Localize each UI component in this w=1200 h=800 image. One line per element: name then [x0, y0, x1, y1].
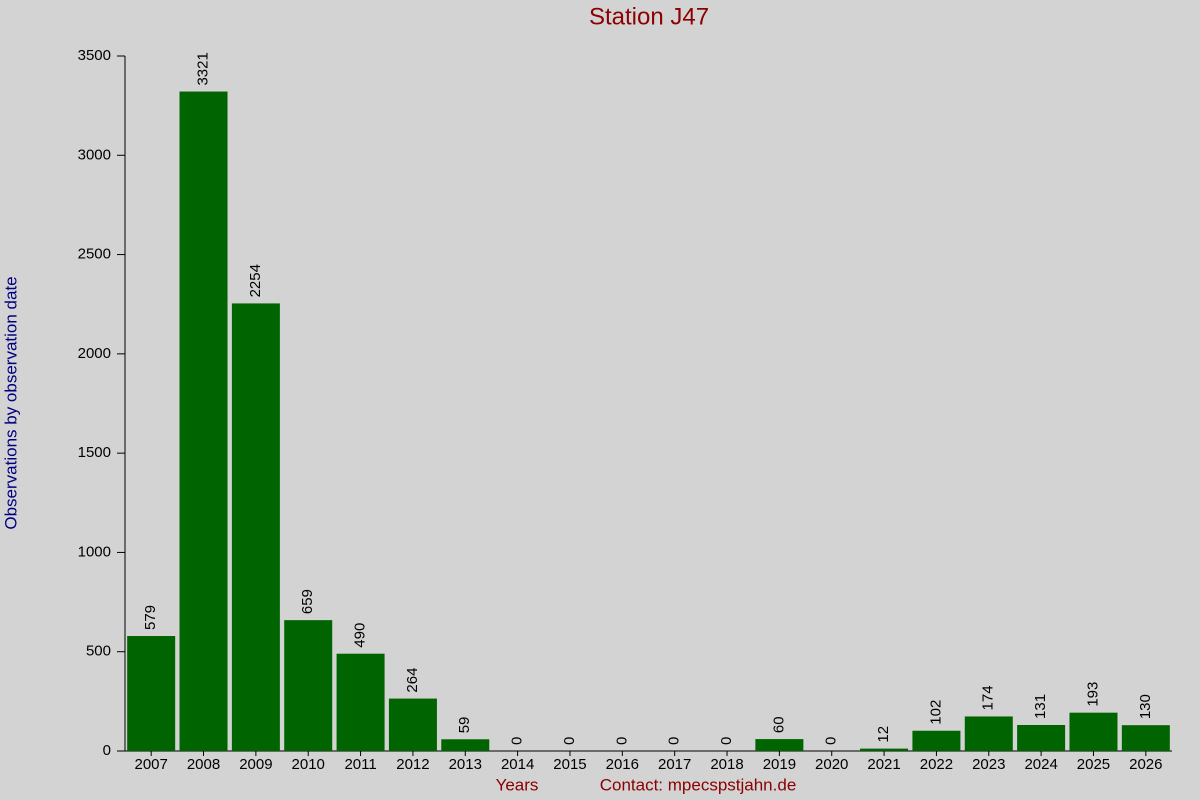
x-tick-label: 2019 [763, 756, 796, 773]
x-tick-label: 2012 [396, 756, 429, 773]
x-axis-label: Years [496, 775, 539, 794]
value-label: 0 [561, 737, 578, 745]
bar [912, 730, 961, 751]
value-label: 59 [456, 717, 473, 734]
x-tick-label: 2010 [292, 756, 325, 773]
y-tick-label: 2000 [78, 345, 111, 362]
x-tick-label: 2020 [815, 756, 848, 773]
bar [964, 716, 1013, 751]
value-label: 0 [613, 737, 630, 745]
value-label: 130 [1137, 694, 1154, 719]
value-label: 0 [509, 737, 526, 745]
value-label: 0 [718, 737, 735, 745]
chart-title: Station J47 [589, 3, 709, 30]
y-tick-label: 2500 [78, 246, 111, 263]
y-axis-label: Observations by observation date [1, 276, 20, 529]
x-tick-label: 2018 [710, 756, 743, 773]
value-label: 131 [1032, 694, 1049, 719]
x-tick-label: 2017 [658, 756, 691, 773]
x-tick-label: 2014 [501, 756, 534, 773]
y-tick-label: 0 [103, 742, 111, 759]
value-label: 579 [142, 605, 159, 630]
x-tick-label: 2024 [1024, 756, 1057, 773]
x-tick-label: 2008 [187, 756, 220, 773]
bar [1121, 725, 1170, 751]
y-tick-label: 3500 [78, 47, 111, 64]
bar [179, 91, 228, 751]
value-label: 264 [404, 668, 421, 693]
value-label: 490 [352, 623, 369, 648]
x-tick-label: 2026 [1129, 756, 1162, 773]
bar [441, 739, 490, 751]
value-label: 0 [823, 737, 840, 745]
x-tick-label: 2016 [606, 756, 639, 773]
bar [388, 698, 437, 751]
x-tick-label: 2011 [344, 756, 376, 773]
bar [1017, 724, 1066, 751]
contact-note: Contact: mpecspstjahn.de [600, 775, 797, 794]
x-tick-label: 2013 [449, 756, 482, 773]
value-label: 3321 [194, 52, 211, 85]
y-tick-label: 1500 [78, 444, 111, 461]
bar [755, 739, 804, 751]
value-label: 2254 [247, 264, 264, 297]
value-label: 12 [875, 726, 892, 743]
x-tick-label: 2023 [972, 756, 1005, 773]
x-tick-label: 2021 [867, 756, 900, 773]
x-tick-label: 2007 [134, 756, 167, 773]
y-tick-label: 1000 [78, 543, 111, 560]
x-tick-label: 2022 [920, 756, 953, 773]
value-label: 0 [666, 737, 683, 745]
x-tick-label: 2015 [553, 756, 586, 773]
bar [860, 748, 909, 751]
y-tick-label: 500 [86, 643, 111, 660]
x-tick-label: 2025 [1077, 756, 1110, 773]
bar [1069, 712, 1118, 751]
bar [127, 636, 176, 751]
bar [231, 303, 280, 751]
bar [284, 620, 333, 751]
value-label: 102 [927, 700, 944, 725]
y-tick-label: 3000 [78, 146, 111, 163]
value-label: 659 [299, 589, 316, 614]
x-tick-label: 2009 [239, 756, 272, 773]
value-label: 174 [980, 685, 997, 710]
bar [336, 653, 385, 751]
value-label: 193 [1084, 682, 1101, 707]
value-label: 60 [770, 716, 787, 733]
